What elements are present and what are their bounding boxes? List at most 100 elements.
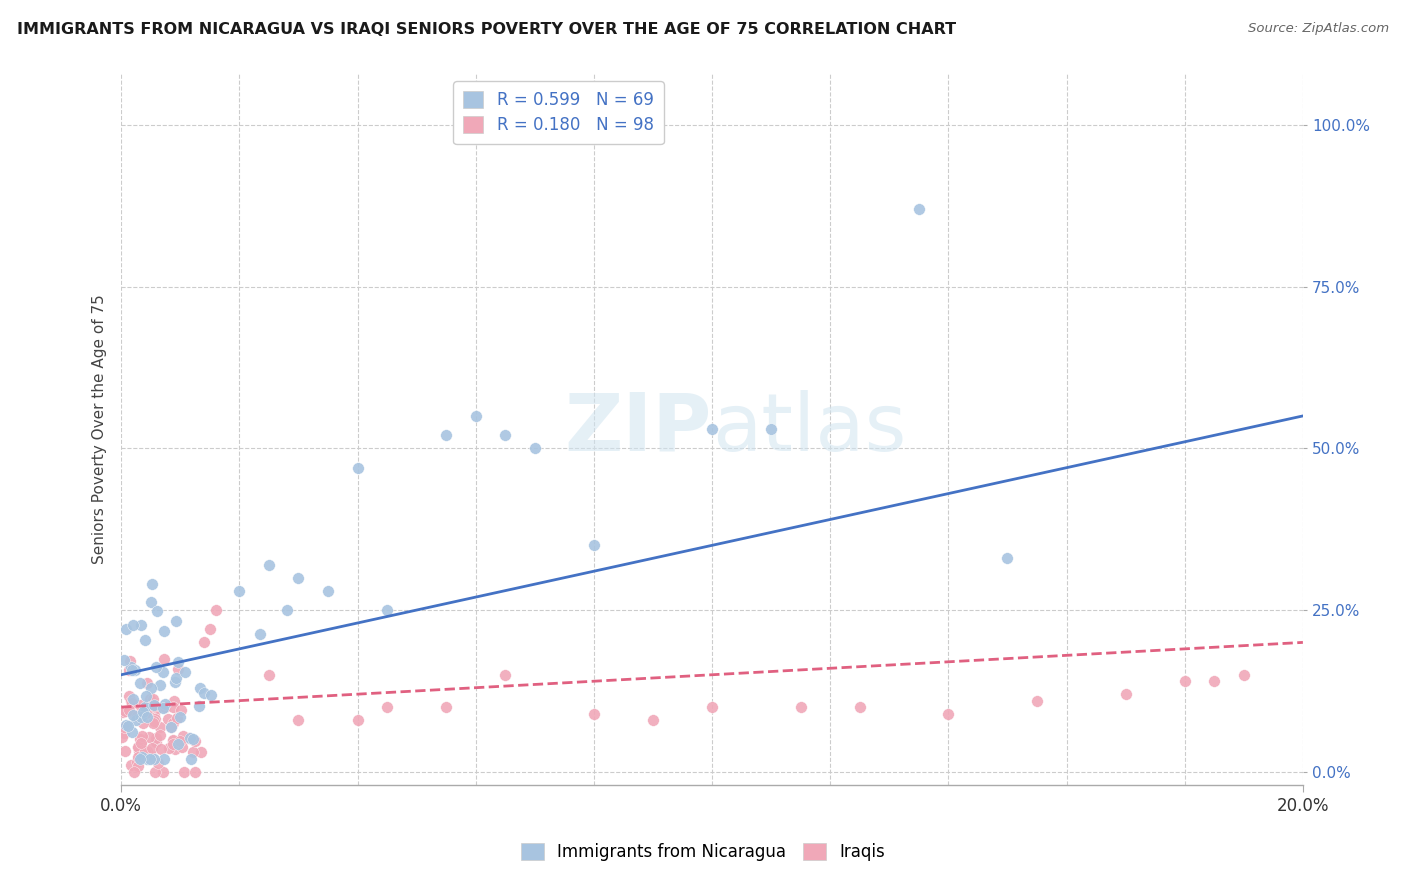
Point xyxy=(172,729,194,743)
Point xyxy=(1026,693,1049,707)
Point xyxy=(287,571,309,585)
Point xyxy=(179,731,201,746)
Point xyxy=(112,705,135,719)
Point xyxy=(165,742,187,756)
Point xyxy=(166,655,188,669)
Point xyxy=(789,700,811,714)
Point xyxy=(1115,687,1137,701)
Point xyxy=(700,700,723,714)
Point xyxy=(131,750,153,764)
Point xyxy=(997,551,1019,566)
Point xyxy=(142,698,165,713)
Point xyxy=(146,700,169,714)
Point xyxy=(135,710,157,724)
Point xyxy=(204,603,226,617)
Point xyxy=(582,706,605,721)
Point xyxy=(128,698,150,713)
Point xyxy=(375,700,398,714)
Point xyxy=(153,624,176,638)
Point xyxy=(129,618,152,632)
Point xyxy=(434,700,457,714)
Point xyxy=(174,665,197,679)
Point xyxy=(149,741,172,756)
Point xyxy=(118,663,141,677)
Point xyxy=(141,748,163,763)
Point xyxy=(641,713,664,727)
Point xyxy=(120,660,142,674)
Point xyxy=(494,428,516,442)
Point xyxy=(117,690,139,704)
Point xyxy=(125,708,148,723)
Point xyxy=(193,635,215,649)
Point xyxy=(193,686,215,700)
Point xyxy=(134,633,156,648)
Y-axis label: Seniors Poverty Over the Age of 75: Seniors Poverty Over the Age of 75 xyxy=(93,294,107,564)
Point xyxy=(122,764,145,779)
Point xyxy=(142,715,165,730)
Text: Source: ZipAtlas.com: Source: ZipAtlas.com xyxy=(1249,22,1389,36)
Point xyxy=(112,720,135,734)
Point xyxy=(188,681,211,695)
Point xyxy=(136,744,159,758)
Point xyxy=(152,701,174,715)
Point xyxy=(129,736,152,750)
Point xyxy=(124,707,146,722)
Point xyxy=(257,558,280,572)
Point xyxy=(143,706,166,721)
Point xyxy=(700,422,723,436)
Point xyxy=(181,732,204,747)
Point xyxy=(135,706,157,721)
Point xyxy=(138,752,160,766)
Point xyxy=(159,741,181,756)
Point xyxy=(464,409,486,423)
Point xyxy=(115,718,138,732)
Point xyxy=(131,732,153,747)
Point xyxy=(375,603,398,617)
Point xyxy=(169,710,191,724)
Point xyxy=(135,752,157,766)
Point xyxy=(494,667,516,681)
Point xyxy=(145,735,167,749)
Point xyxy=(159,720,181,734)
Point xyxy=(152,651,174,665)
Point xyxy=(111,730,134,744)
Point xyxy=(145,660,167,674)
Point xyxy=(132,715,155,730)
Point xyxy=(152,665,174,679)
Point xyxy=(187,698,209,713)
Point xyxy=(162,734,184,748)
Point xyxy=(316,583,339,598)
Point xyxy=(125,713,148,727)
Point xyxy=(165,614,187,628)
Point xyxy=(249,627,271,641)
Point xyxy=(143,712,166,726)
Point xyxy=(122,692,145,706)
Point xyxy=(139,692,162,706)
Point xyxy=(1204,674,1226,689)
Point xyxy=(200,689,222,703)
Point xyxy=(127,759,149,773)
Point xyxy=(129,732,152,747)
Point xyxy=(148,728,170,742)
Point xyxy=(149,677,172,691)
Point xyxy=(523,442,546,456)
Point xyxy=(346,460,368,475)
Point xyxy=(166,710,188,724)
Point xyxy=(127,756,149,770)
Point xyxy=(132,706,155,720)
Point xyxy=(276,603,298,617)
Point xyxy=(136,675,159,690)
Point xyxy=(160,720,183,734)
Point xyxy=(118,703,141,717)
Point xyxy=(153,698,176,712)
Point xyxy=(143,714,166,729)
Point xyxy=(162,699,184,714)
Point xyxy=(434,428,457,442)
Point xyxy=(146,604,169,618)
Text: atlas: atlas xyxy=(711,390,907,468)
Point xyxy=(122,708,145,723)
Point xyxy=(115,622,138,636)
Point xyxy=(127,749,149,764)
Point xyxy=(134,747,156,761)
Point xyxy=(169,703,191,717)
